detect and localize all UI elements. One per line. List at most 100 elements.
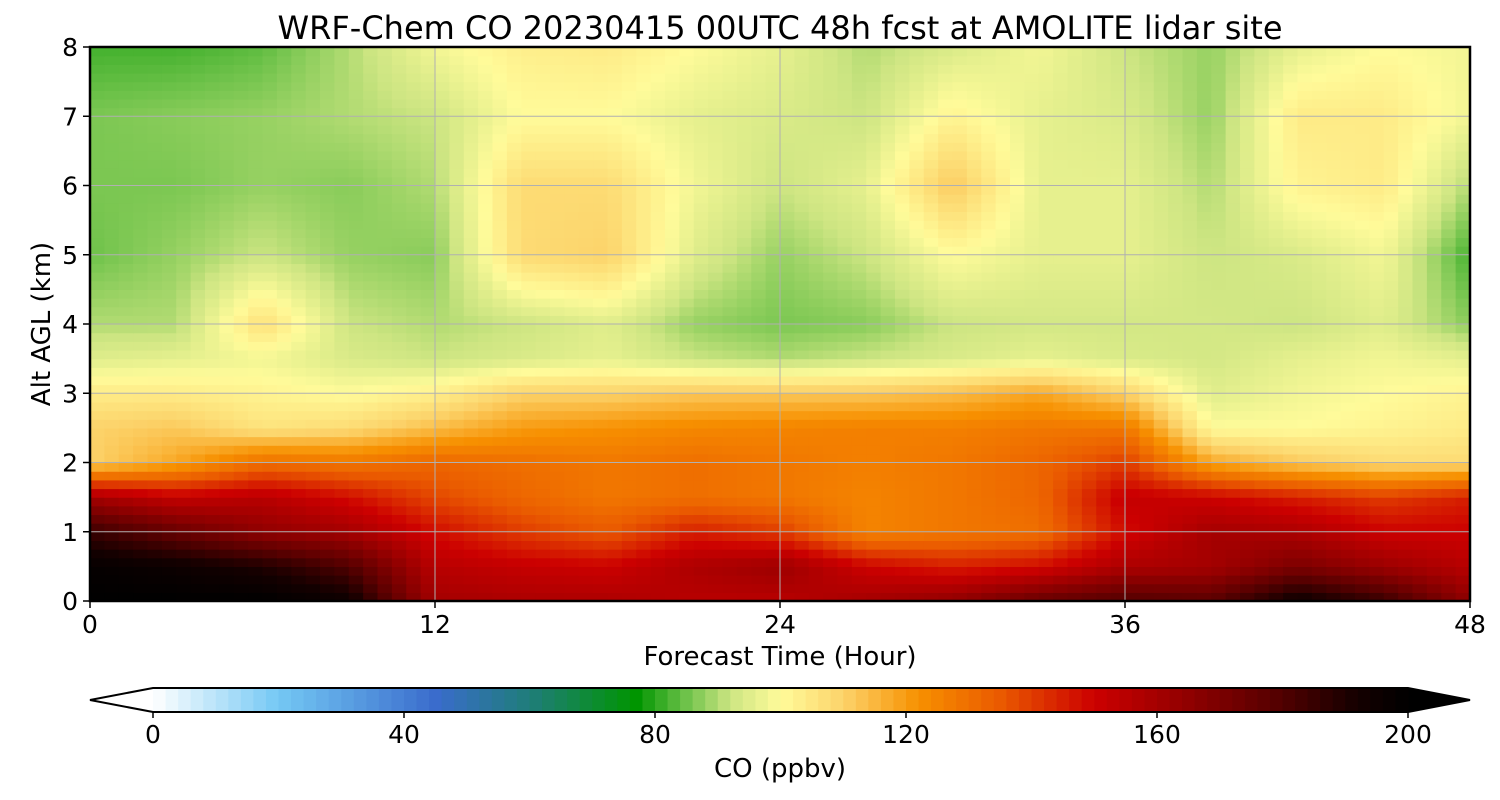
- heatmap-cell: [190, 202, 206, 213]
- heatmap-cell: [248, 453, 264, 464]
- heatmap-cell: [1225, 298, 1241, 308]
- heatmap-cell: [133, 540, 149, 550]
- heatmap-cell: [1297, 549, 1313, 559]
- heatmap-cell: [1153, 159, 1169, 169]
- heatmap-cell: [262, 315, 278, 325]
- heatmap-cell: [406, 324, 422, 334]
- heatmap-cell: [1110, 471, 1126, 481]
- heatmap-cell: [118, 142, 134, 152]
- heatmap-cell: [1096, 549, 1112, 559]
- heatmap-cell: [176, 505, 192, 516]
- heatmap-cell: [420, 202, 436, 213]
- heatmap-cell: [650, 298, 666, 308]
- heatmap-cell: [981, 488, 997, 498]
- heatmap-cell: [1196, 445, 1212, 455]
- heatmap-cell: [550, 497, 565, 507]
- heatmap-cell: [880, 427, 896, 438]
- heatmap-cell: [320, 341, 335, 351]
- heatmap-cell: [1053, 185, 1069, 195]
- heatmap-cell: [1340, 540, 1356, 550]
- heatmap-cell: [406, 176, 422, 187]
- heatmap-cell: [923, 298, 939, 308]
- heatmap-cell: [1010, 583, 1025, 593]
- heatmap-cell: [305, 566, 321, 576]
- heatmap-cell: [909, 332, 925, 342]
- heatmap-cell: [305, 384, 321, 394]
- heatmap-cell: [607, 324, 623, 334]
- heatmap-cell: [593, 298, 609, 308]
- heatmap-cell: [435, 531, 450, 542]
- heatmap-cell: [780, 462, 795, 472]
- heatmap-cell: [1326, 531, 1342, 542]
- heatmap-cell: [923, 410, 939, 420]
- heatmap-cell: [305, 272, 321, 282]
- heatmap-cell: [161, 531, 177, 542]
- heatmap-cell: [219, 566, 235, 576]
- heatmap-cell: [449, 168, 465, 178]
- heatmap-cell: [665, 358, 680, 368]
- heatmap-cell: [147, 375, 163, 386]
- heatmap-cell: [377, 514, 393, 524]
- heatmap-cell: [938, 427, 954, 438]
- heatmap-cell: [205, 202, 220, 213]
- heatmap-cell: [708, 566, 724, 576]
- heatmap-cell: [1168, 375, 1184, 386]
- heatmap-cell: [952, 514, 968, 524]
- heatmap-cell: [751, 358, 767, 368]
- heatmap-cell: [233, 228, 249, 239]
- heatmap-cell: [1067, 523, 1083, 533]
- heatmap-cell: [550, 228, 565, 239]
- heatmap-cell: [521, 246, 537, 256]
- heatmap-cell: [1081, 176, 1097, 187]
- heatmap-cell: [665, 263, 680, 273]
- heatmap-cell: [1096, 289, 1112, 299]
- heatmap-cell: [262, 531, 278, 542]
- heatmap-cell: [751, 479, 767, 490]
- heatmap-cell: [1024, 488, 1040, 498]
- heatmap-cell: [90, 168, 105, 178]
- heatmap-cell: [636, 410, 652, 420]
- heatmap-cell: [621, 159, 637, 169]
- heatmap-cell: [607, 592, 623, 601]
- heatmap-cell: [1081, 349, 1097, 360]
- heatmap-cell: [550, 280, 565, 290]
- heatmap-cell: [1268, 289, 1284, 299]
- heatmap-cell: [780, 332, 795, 342]
- heatmap-cell: [1225, 531, 1241, 542]
- heatmap-cell: [1196, 315, 1212, 325]
- heatmap-cell: [90, 349, 105, 360]
- heatmap-cell: [147, 419, 163, 429]
- heatmap-cell: [1067, 194, 1083, 204]
- heatmap-cell: [1168, 306, 1184, 316]
- heatmap-cell: [478, 384, 494, 394]
- heatmap-cell: [104, 557, 120, 567]
- heatmap-cell: [176, 298, 192, 308]
- heatmap-cell: [521, 306, 537, 316]
- heatmap-cell: [1010, 272, 1025, 282]
- heatmap-cell: [521, 159, 537, 169]
- heatmap-cell: [823, 306, 839, 316]
- heatmap-cell: [305, 150, 321, 161]
- heatmap-cell: [593, 237, 609, 247]
- heatmap-cell: [981, 349, 997, 360]
- heatmap-cell: [636, 471, 652, 481]
- heatmap-cell: [693, 298, 709, 308]
- heatmap-cell: [320, 168, 335, 178]
- heatmap-cell: [291, 358, 307, 368]
- heatmap-cell: [1326, 575, 1342, 585]
- heatmap-cell: [751, 289, 767, 299]
- heatmap-cell: [176, 280, 192, 290]
- heatmap-cell: [219, 436, 235, 446]
- heatmap-cell: [406, 445, 422, 455]
- heatmap-cell: [578, 488, 594, 498]
- heatmap-cell: [348, 540, 364, 550]
- heatmap-cell: [636, 488, 652, 498]
- heatmap-cell: [693, 575, 709, 585]
- heatmap-cell: [636, 575, 652, 585]
- heatmap-cell: [1053, 315, 1069, 325]
- heatmap-cell: [1268, 211, 1284, 221]
- heatmap-cell: [751, 332, 767, 342]
- heatmap-cell: [262, 471, 278, 481]
- heatmap-cell: [449, 289, 465, 299]
- heatmap-cell: [1383, 315, 1399, 325]
